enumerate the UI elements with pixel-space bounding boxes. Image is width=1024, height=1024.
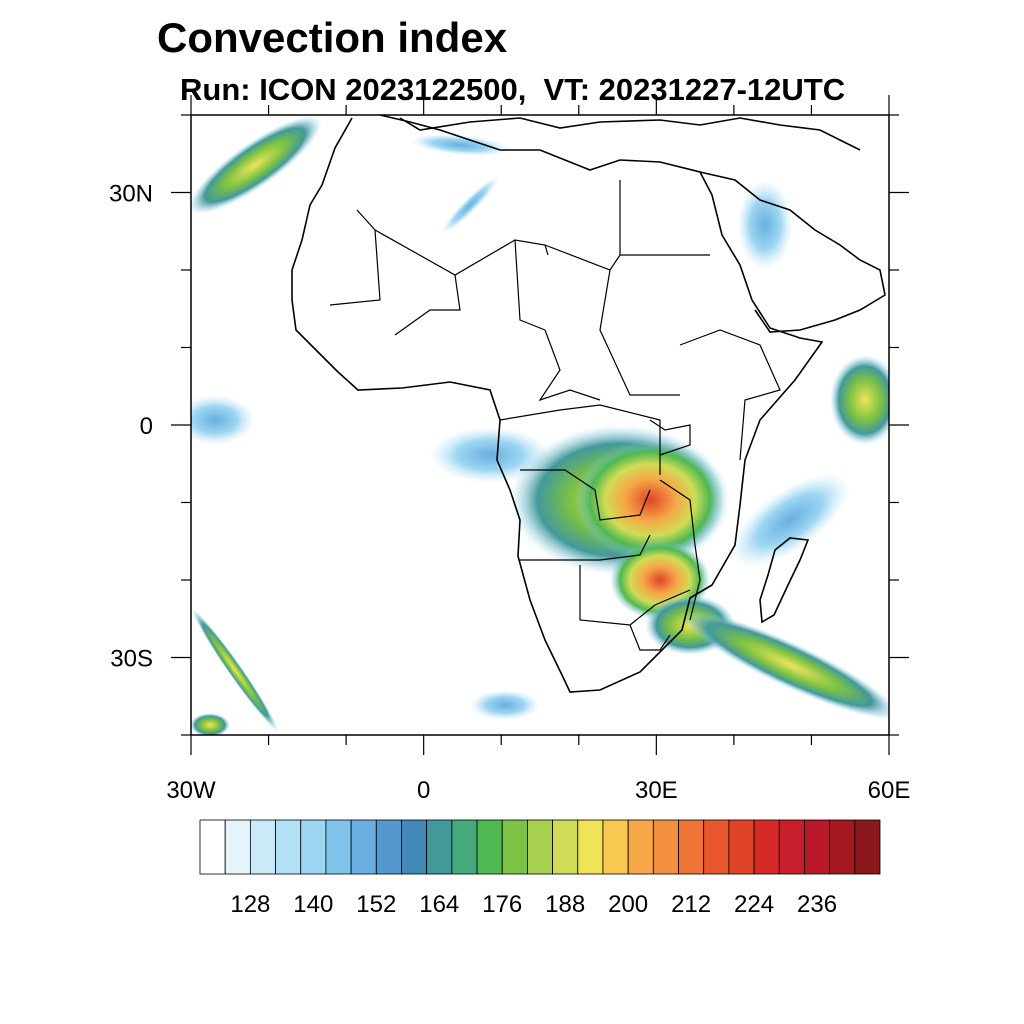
europe-coastline [399, 117, 861, 151]
colorbar-label: 176 [482, 891, 522, 918]
colorbar-swatch [552, 819, 579, 875]
border-tanzania-mozambique [659, 479, 701, 621]
colorbar-swatch [854, 819, 881, 875]
lon-tick-label: 0 [417, 777, 430, 804]
colorbar-swatch [275, 819, 302, 875]
colorbar-swatch [602, 819, 629, 875]
lat-tick-label: 30S [110, 646, 153, 673]
border-lake-victoria [649, 419, 691, 456]
colorbar-swatch [199, 819, 226, 875]
colorbar-swatch [652, 819, 679, 875]
colorbar-swatch [753, 819, 780, 875]
arabia-coastline [699, 171, 886, 333]
colorbar-swatch [527, 819, 553, 875]
border-chad-sudan [599, 269, 680, 396]
border-car [538, 329, 601, 402]
colorbar-label: 236 [797, 891, 837, 918]
axis-ticks [171, 95, 909, 755]
colorbar-label: 128 [230, 891, 270, 918]
field-band-southwest-indian [680, 610, 889, 720]
colorbar-label: 224 [734, 891, 774, 918]
colorbar-label: 152 [356, 891, 396, 918]
colorbar-labels: 128 140 152 164 176 188 200 212 224 236 [230, 891, 837, 918]
colorbar-label: 140 [293, 891, 333, 918]
field-blob-arabia [737, 180, 793, 270]
lat-tick-label: 0 [140, 413, 153, 440]
colorbar-swatch [249, 819, 276, 875]
colorbar-swatch [426, 819, 453, 875]
border-angola-namibia [520, 534, 651, 561]
colorbar-swatch [451, 819, 478, 875]
madagascar-coastline [759, 537, 810, 624]
border-west-sahara [329, 209, 381, 306]
colorbar-swatch [778, 819, 805, 875]
colorbar-swatch [678, 819, 705, 875]
colorbar-swatch [804, 819, 831, 875]
field-band-south-atlantic [191, 608, 279, 732]
field-blob-indian-ocean-north [830, 355, 889, 445]
border-drc-angola [520, 469, 651, 521]
field-blob-nw-atlantic [191, 115, 322, 215]
border-algeria-mali [374, 229, 549, 276]
colorbar-swatch [300, 819, 327, 875]
convection-field [191, 115, 889, 735]
colorbar-swatch [703, 819, 730, 875]
field-blob-madagascar-north [730, 472, 850, 568]
colorbar-label: 188 [545, 891, 585, 918]
field-core-congo [575, 440, 725, 560]
colorbar-swatch [325, 819, 352, 875]
colorbar-swatch [350, 819, 377, 875]
colorbar-swatch [577, 819, 604, 875]
colorbar-swatch [728, 819, 755, 875]
colorbar-swatch [401, 819, 428, 875]
colorbar-swatch [375, 819, 402, 875]
colorbar-swatch [627, 819, 654, 875]
map-subtitle: Run: ICON 2023122500, VT: 20231227-12UTC [180, 72, 846, 107]
field-blob-sahara [441, 176, 499, 234]
border-congo-north [499, 404, 661, 475]
field-blob-sw-corner [191, 713, 230, 735]
field-blob-south-atlantic-east [470, 690, 540, 720]
field-blob-mediterranean [410, 134, 510, 156]
colorbar-label: 200 [608, 891, 648, 918]
lat-tick-label: 30N [109, 181, 153, 208]
border-ethiopia-kenya [679, 329, 781, 461]
colorbar-swatch [501, 819, 528, 875]
lon-tick-label: 60E [868, 777, 911, 804]
colorbar-swatch [224, 819, 251, 875]
axis-labels: 30W 0 30E 60E 30N 0 30S [109, 181, 910, 805]
field-blob-equatorial-atlantic [191, 395, 255, 445]
border-mali-burkina [394, 274, 461, 336]
colorbar-swatch [829, 819, 856, 875]
colorbar-label: 164 [419, 891, 459, 918]
lon-tick-label: 30E [635, 777, 678, 804]
country-borders [329, 180, 781, 651]
colorbar-label: 212 [671, 891, 711, 918]
border-libya-sudan [544, 244, 710, 271]
colorbar-swatch [476, 819, 503, 875]
lon-tick-label: 30W [166, 777, 216, 804]
coastlines [291, 115, 886, 693]
map-title: Convection index [157, 14, 508, 61]
africa-coastline [291, 115, 824, 693]
border-south-africa [629, 624, 671, 651]
colorbar [199, 819, 881, 875]
border-niger-chad [514, 239, 546, 331]
